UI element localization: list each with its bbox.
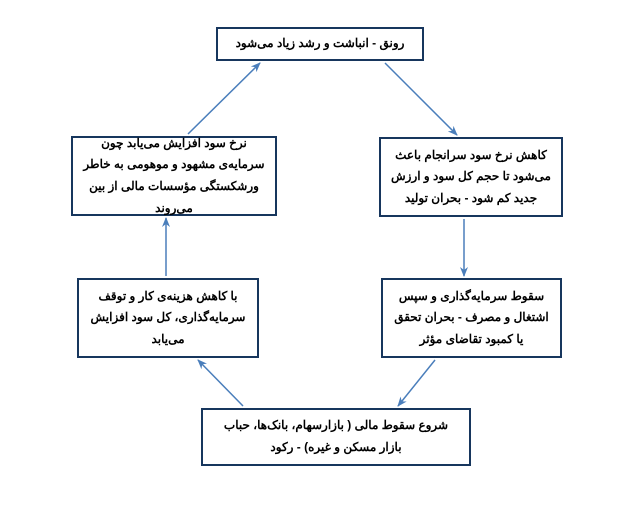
flowchart-edge [198, 360, 243, 406]
flowchart-edge [398, 360, 435, 406]
flowchart-edge [385, 63, 457, 135]
flowchart-node-n4: شروع سقوط مالی ( بازارسهام، بانک‌ها، حبا… [201, 408, 471, 466]
flowchart-node-label: سقوط سرمایه‌گذاری و سپس اشتغال و مصرف - … [393, 286, 550, 351]
flowchart-node-n2: کاهش نرخ سود سرانجام باعث می‌شود تا حجم … [379, 137, 563, 217]
flowchart-node-n5: با کاهش هزینه‌ی کار و توقف سرمایه‌گذاری،… [77, 278, 259, 358]
flowchart-node-label: نرخ سود افزایش می‌یابد چون سرمایه‌ی مشهو… [83, 133, 265, 219]
flowchart-node-label: رونق - انباشت و رشد زیاد می‌شود [236, 33, 405, 55]
flowchart-node-label: با کاهش هزینه‌ی کار و توقف سرمایه‌گذاری،… [89, 286, 247, 351]
flowchart-node-n1: رونق - انباشت و رشد زیاد می‌شود [216, 27, 424, 61]
flowchart-node-n6: نرخ سود افزایش می‌یابد چون سرمایه‌ی مشهو… [71, 136, 277, 216]
flowchart-edge [188, 63, 260, 134]
flowchart-node-n3: سقوط سرمایه‌گذاری و سپس اشتغال و مصرف - … [381, 278, 562, 358]
flowchart-node-label: شروع سقوط مالی ( بازارسهام، بانک‌ها، حبا… [213, 415, 459, 458]
flowchart-node-label: کاهش نرخ سود سرانجام باعث می‌شود تا حجم … [391, 145, 551, 210]
